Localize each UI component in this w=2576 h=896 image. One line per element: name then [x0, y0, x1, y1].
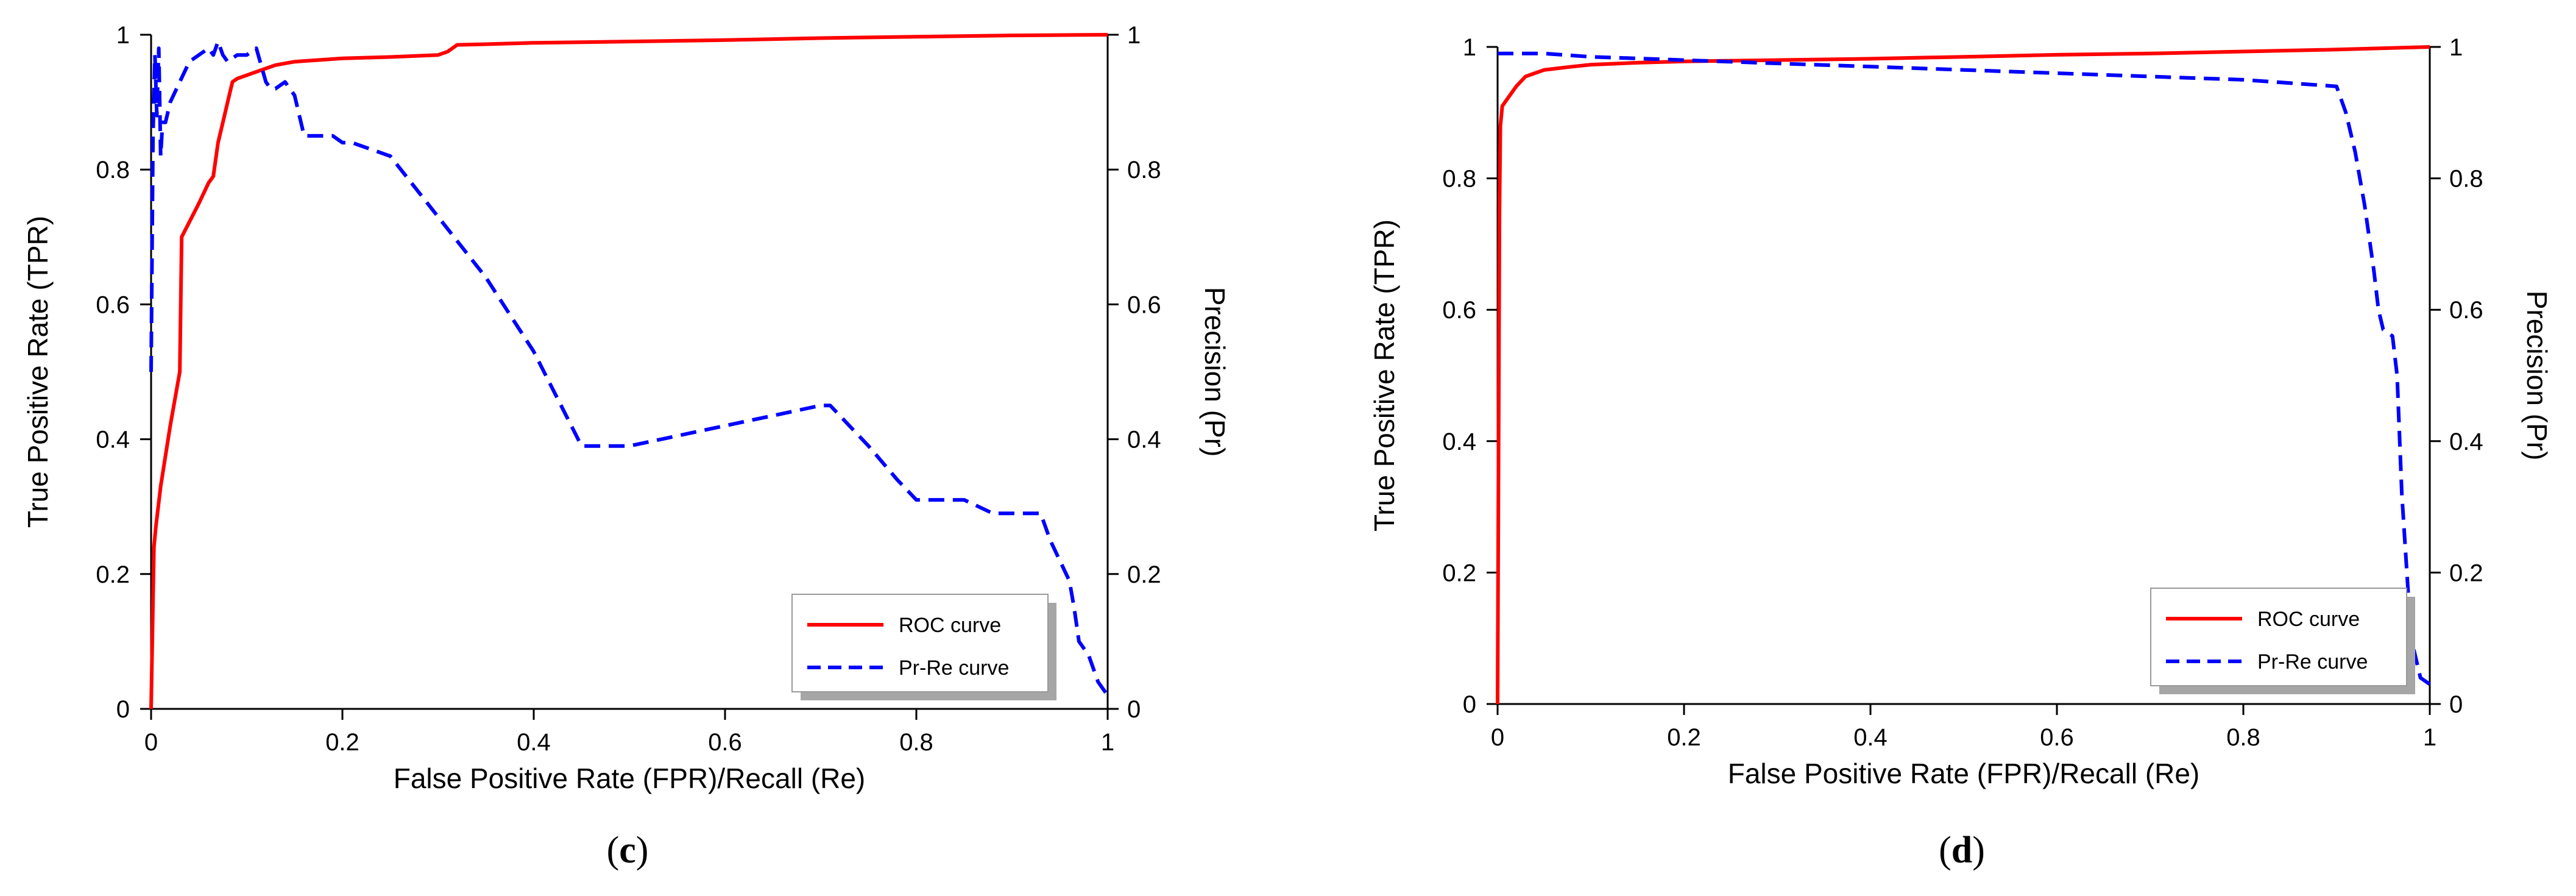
- y-tick-label-left: 0.2: [1442, 560, 1476, 586]
- y-tick-label-right: 0: [1127, 696, 1141, 723]
- legend-box: [791, 594, 1049, 692]
- y-tick-label-right: 0.8: [1127, 157, 1161, 183]
- y-tick-label-left: 0.8: [1442, 166, 1476, 193]
- y-tick-label-left: 0.6: [96, 291, 130, 318]
- x-axis-title: False Positive Rate (FPR)/Recall (Re): [1728, 758, 2200, 789]
- y-tick-label-left: 1: [1463, 34, 1476, 61]
- pr-re-curve-line: [1498, 51, 2431, 686]
- y-tick-label-right: 0: [2449, 691, 2463, 718]
- roc-curve-line: [1496, 45, 2430, 705]
- roc-curve-line: [149, 33, 1108, 709]
- y-tick-label-right: 1: [1127, 22, 1141, 49]
- y-axis-title-left: True Positive Rate (TPR): [22, 216, 54, 528]
- legend: ROC curve Pr-Re curve: [2150, 588, 2415, 694]
- panel-label: (d): [1939, 830, 1985, 871]
- y-tick-label-left: 0: [1463, 691, 1476, 718]
- legend-label: ROC curve: [899, 614, 1001, 637]
- pr-re-curve-line: [149, 40, 1109, 697]
- y-axis-title-left: True Positive Rate (TPR): [1368, 219, 1400, 532]
- x-tick-label: 0: [1491, 724, 1504, 751]
- x-tick-label: 0.8: [2226, 724, 2260, 751]
- legend-label: Pr-Re curve: [2257, 650, 2368, 674]
- y-axis-title-right: Precision (Pr): [2521, 291, 2553, 461]
- y-axis-title-right: Precision (Pr): [1199, 287, 1231, 457]
- legend-label: ROC curve: [2257, 608, 2360, 631]
- y-tick-label-left: 0.4: [1442, 428, 1476, 455]
- x-tick-label: 1: [1101, 729, 1114, 756]
- y-tick-label-right: 0.2: [1127, 561, 1161, 588]
- x-tick-label: 0.2: [325, 729, 359, 756]
- x-tick-label: 0: [144, 729, 158, 756]
- y-tick-label-right: 1: [2449, 34, 2463, 61]
- legend-box: [2150, 588, 2407, 686]
- x-tick-label: 0.6: [708, 729, 742, 756]
- x-tick-label: 0.8: [899, 729, 933, 756]
- panel-label: (c): [607, 830, 649, 871]
- chart-panel-d: 0 0.2 0.4 0.6 0.8 100.20.40.60.8100.20.40.60.…: [1368, 34, 2553, 871]
- x-tick-label: 0.2: [1667, 724, 1701, 751]
- y-tick-label-right: 0.6: [1127, 291, 1161, 318]
- x-tick-label: 0.6: [2040, 724, 2074, 751]
- x-tick-label: 0.4: [1853, 724, 1888, 751]
- y-tick-label-right: 0.4: [2449, 428, 2483, 455]
- y-tick-label-left: 0.8: [96, 157, 130, 183]
- y-tick-label-left: 0: [116, 696, 130, 723]
- y-tick-label-right: 0.8: [2449, 166, 2483, 193]
- y-tick-label-left: 0.6: [1442, 297, 1476, 324]
- x-tick-label: 1: [2423, 724, 2436, 751]
- x-tick-label: 0.4: [517, 729, 551, 756]
- y-tick-label-left: 1: [116, 22, 130, 49]
- y-tick-label-right: 0.6: [2449, 297, 2483, 324]
- y-tick-label-left: 0.2: [96, 561, 130, 588]
- legend: ROC curve Pr-Re curve: [791, 594, 1056, 700]
- y-tick-label-right: 0.2: [2449, 560, 2483, 586]
- x-axis-title: False Positive Rate (FPR)/Recall (Re): [394, 763, 866, 794]
- y-tick-label-left: 0.4: [96, 427, 130, 453]
- legend-label: Pr-Re curve: [899, 656, 1009, 680]
- y-tick-label-right: 0.4: [1127, 427, 1161, 453]
- chart-panel-c: 0 0.2 0.4 0.6 0.8 100.20.40.60.8100.20.40.60.…: [22, 22, 1231, 871]
